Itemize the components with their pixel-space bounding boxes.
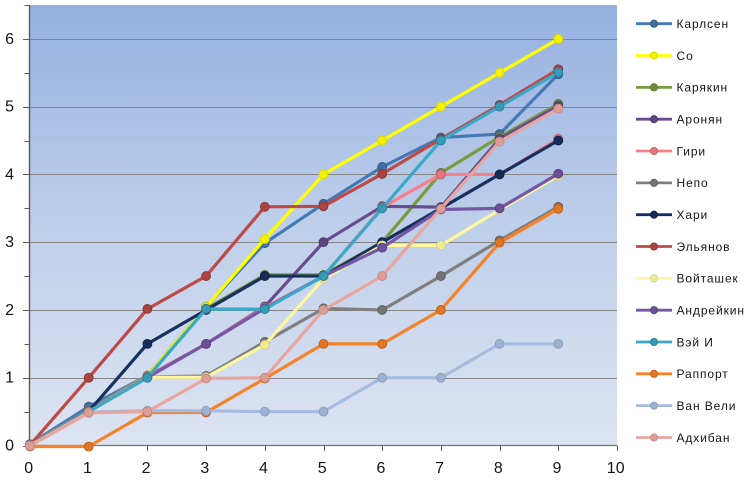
- svg-text:5: 5: [318, 460, 327, 477]
- svg-text:1: 1: [5, 370, 14, 387]
- svg-text:5: 5: [5, 99, 14, 116]
- svg-text:Непо: Непо: [677, 176, 709, 190]
- svg-text:Андрейкин: Андрейкин: [677, 303, 745, 317]
- svg-text:2: 2: [5, 302, 14, 319]
- svg-text:Хари: Хари: [677, 208, 709, 222]
- svg-text:8: 8: [494, 460, 503, 477]
- svg-text:10: 10: [607, 460, 625, 477]
- svg-text:1: 1: [83, 460, 92, 477]
- svg-text:Адхибан: Адхибан: [677, 431, 731, 445]
- svg-text:4: 4: [259, 460, 268, 477]
- svg-text:Ван Вели: Ван Вели: [677, 399, 737, 413]
- svg-text:Вэй И: Вэй И: [677, 335, 714, 349]
- svg-text:Карлсен: Карлсен: [677, 17, 730, 31]
- svg-text:0: 0: [5, 438, 14, 455]
- svg-text:6: 6: [5, 31, 14, 48]
- svg-text:Карякин: Карякин: [677, 81, 729, 95]
- svg-text:0: 0: [24, 460, 33, 477]
- svg-text:Аронян: Аронян: [677, 112, 724, 126]
- svg-text:Со: Со: [677, 49, 694, 63]
- svg-text:Раппорт: Раппорт: [677, 367, 729, 381]
- svg-text:9: 9: [553, 460, 562, 477]
- svg-text:Войташек: Войташек: [677, 272, 739, 286]
- svg-text:Гири: Гири: [677, 144, 707, 158]
- svg-text:3: 3: [5, 234, 14, 251]
- svg-text:2: 2: [142, 460, 151, 477]
- svg-text:7: 7: [435, 460, 444, 477]
- svg-text:6: 6: [376, 460, 385, 477]
- svg-text:Эльянов: Эльянов: [677, 240, 731, 254]
- svg-text:4: 4: [5, 166, 14, 183]
- svg-text:3: 3: [200, 460, 209, 477]
